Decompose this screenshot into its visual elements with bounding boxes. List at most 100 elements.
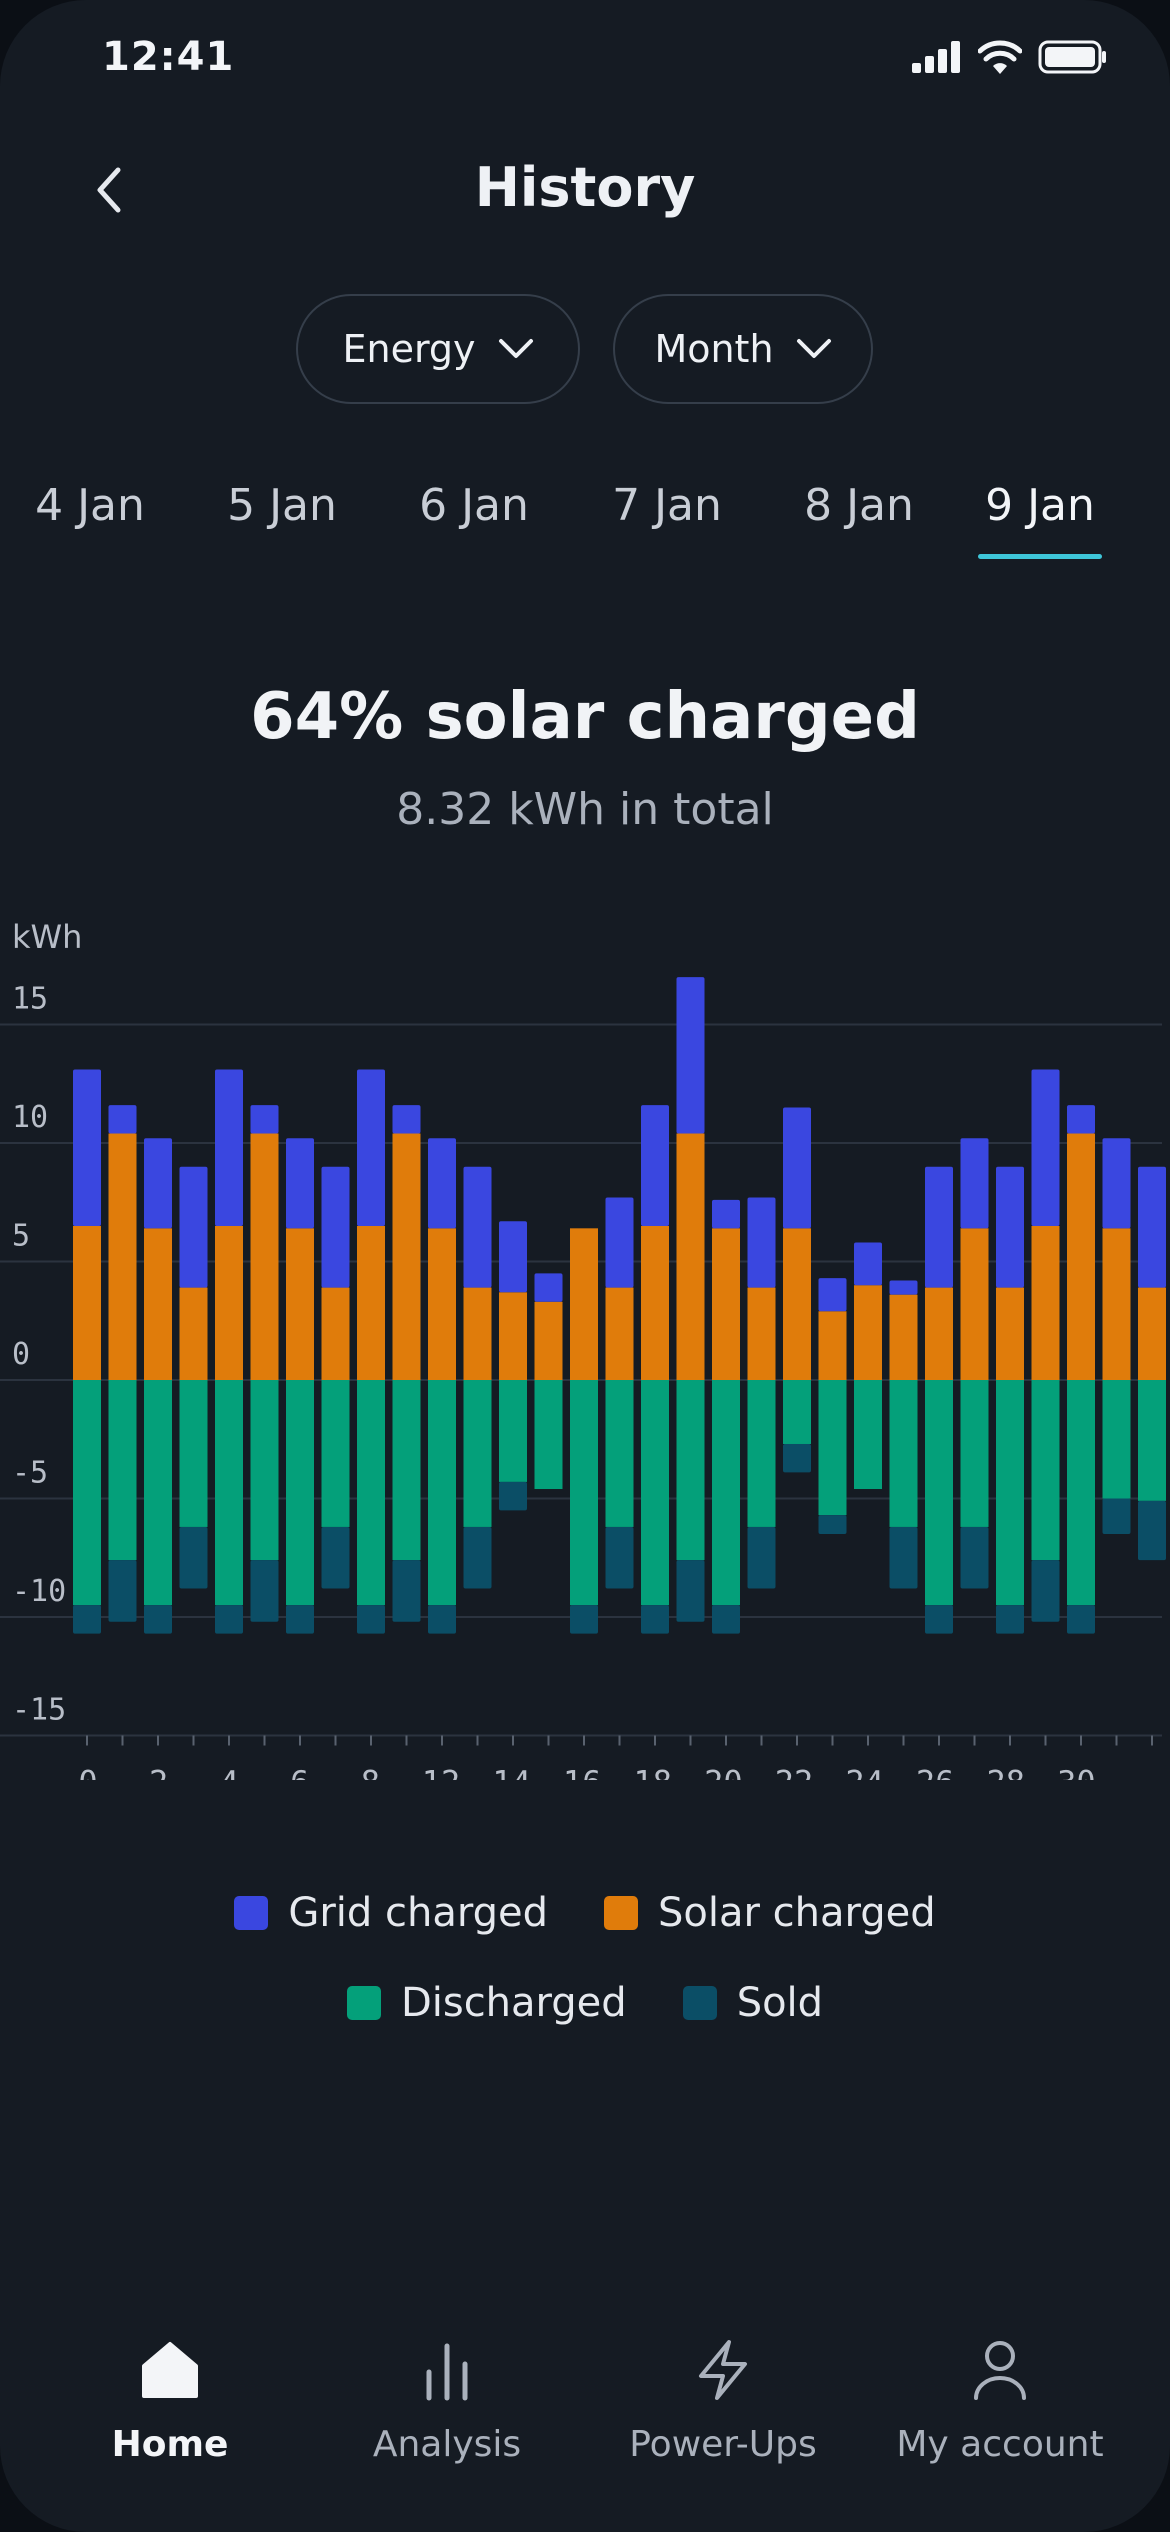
bar-solar-charged: [463, 1287, 492, 1380]
y-tick-label: 0: [12, 1337, 30, 1372]
status-bar: 12:41: [0, 0, 1170, 120]
tab-account-label: My account: [896, 2424, 1104, 2465]
selected-date-indicator: [978, 554, 1102, 559]
bar-discharged: [783, 1380, 811, 1444]
bar-grid-charged: [676, 977, 705, 1134]
period-dropdown[interactable]: Month: [613, 294, 873, 404]
bar-solar-charged: [783, 1228, 811, 1380]
bar-sold: [286, 1605, 314, 1634]
bar-sold: [747, 1526, 776, 1589]
bar-grid-charged: [144, 1138, 172, 1229]
bar-group: [392, 1105, 421, 1622]
energy-dropdown[interactable]: Energy: [296, 294, 580, 404]
x-tick-label: 22: [775, 1764, 814, 1781]
x-tick-label: 8: [361, 1764, 380, 1781]
bar-chart-icon: [426, 2343, 468, 2401]
legend-label-grid: Grid charged: [288, 1890, 548, 1936]
bar-grid-charged: [854, 1242, 882, 1286]
tab-analysis[interactable]: Analysis: [317, 2330, 577, 2465]
bar-group: [250, 1105, 279, 1622]
bar-discharged: [605, 1380, 634, 1527]
bar-sold: [1102, 1498, 1131, 1535]
bar-group: [1031, 1069, 1060, 1622]
legend-swatch-discharged: [346, 1986, 381, 2020]
bar-solar-charged: [996, 1287, 1024, 1380]
bar-discharged: [1067, 1380, 1095, 1606]
y-axis-label: kWh: [12, 918, 82, 956]
x-tick-label: 30: [1057, 1764, 1096, 1781]
lightning-icon: [699, 2340, 747, 2400]
bar-solar-charged: [215, 1225, 243, 1380]
bar-discharged: [392, 1380, 421, 1561]
bar-solar-charged: [960, 1228, 989, 1380]
bar-discharged: [712, 1380, 740, 1606]
bar-solar-charged: [1067, 1133, 1095, 1380]
bar-sold: [108, 1560, 137, 1622]
bar-group: [73, 1069, 101, 1634]
x-tick-label: 14: [492, 1764, 531, 1781]
bar-solar-charged: [1138, 1287, 1166, 1380]
bar-solar-charged: [144, 1228, 172, 1380]
bar-group: [463, 1166, 492, 1589]
legend-item-discharged: Discharged: [346, 1980, 627, 2026]
x-tick-label: 26: [916, 1764, 955, 1781]
bar-sold: [1031, 1560, 1060, 1622]
bar-grid-charged: [463, 1166, 492, 1288]
bar-discharged: [144, 1380, 172, 1606]
bar-discharged: [641, 1380, 669, 1606]
bar-grid-charged: [783, 1107, 811, 1229]
date-tabs: 4 Jan 5 Jan 6 Jan 7 Jan 8 Jan 9 Jan: [0, 470, 1170, 560]
y-tick-label: -10: [12, 1574, 66, 1609]
bar-group: [783, 1107, 811, 1473]
bar-grid-charged: [499, 1221, 527, 1293]
bar-sold: [179, 1526, 208, 1589]
bar-discharged: [428, 1380, 456, 1606]
date-tab[interactable]: 7 Jan: [612, 480, 722, 531]
tab-account[interactable]: My account: [870, 2330, 1130, 2465]
date-tab[interactable]: 8 Jan: [804, 480, 914, 531]
bar-sold: [73, 1605, 101, 1634]
bar-group: [925, 1166, 953, 1634]
energy-dropdown-label: Energy: [342, 327, 476, 371]
bar-sold: [925, 1605, 953, 1634]
bar-sold: [321, 1526, 350, 1589]
bar-group: [712, 1199, 740, 1634]
tab-home[interactable]: Home: [40, 2330, 300, 2465]
energy-bar-chart: kWh151050-5-10-1502468121416182022242628…: [0, 918, 1166, 1781]
bar-grid-charged: [605, 1197, 634, 1288]
bar-sold: [499, 1481, 527, 1511]
date-tab-selected[interactable]: 9 Jan: [985, 480, 1095, 531]
bar-discharged: [108, 1380, 137, 1561]
x-tick-label: 20: [704, 1764, 743, 1781]
x-tick-label: 16: [563, 1764, 602, 1781]
bar-solar-charged: [499, 1292, 527, 1380]
bar-solar-charged: [889, 1294, 918, 1380]
bar-grid-charged: [1031, 1069, 1060, 1226]
bar-group: [747, 1197, 776, 1589]
bar-discharged: [215, 1380, 243, 1606]
bar-sold: [605, 1526, 634, 1589]
back-chevron-icon[interactable]: [80, 160, 140, 220]
bar-solar-charged: [818, 1311, 847, 1380]
legend-label-solar: Solar charged: [658, 1890, 936, 1936]
status-time: 12:41: [102, 34, 235, 80]
bar-solar-charged: [854, 1285, 882, 1380]
date-tab[interactable]: 5 Jan: [227, 480, 337, 531]
x-tick-label: 6: [290, 1764, 309, 1781]
bar-group: [108, 1105, 137, 1622]
date-tab[interactable]: 6 Jan: [419, 480, 529, 531]
bar-group: [534, 1273, 563, 1490]
legend-row-2: Discharged Sold: [0, 1980, 1170, 2026]
bar-discharged: [463, 1380, 492, 1527]
tab-powerups-label: Power-Ups: [629, 2424, 817, 2465]
bar-solar-charged: [286, 1228, 314, 1380]
bar-discharged: [179, 1380, 208, 1527]
tab-powerups[interactable]: Power-Ups: [593, 2330, 853, 2465]
bar-solar-charged: [1031, 1225, 1060, 1380]
summary-headline: 64% solar charged: [250, 680, 920, 754]
legend-item-solar: Solar charged: [604, 1890, 936, 1936]
y-tick-label: 10: [12, 1100, 48, 1135]
bar-sold: [676, 1560, 705, 1622]
x-tick-label: 2: [149, 1764, 168, 1781]
date-tab[interactable]: 4 Jan: [35, 480, 145, 531]
